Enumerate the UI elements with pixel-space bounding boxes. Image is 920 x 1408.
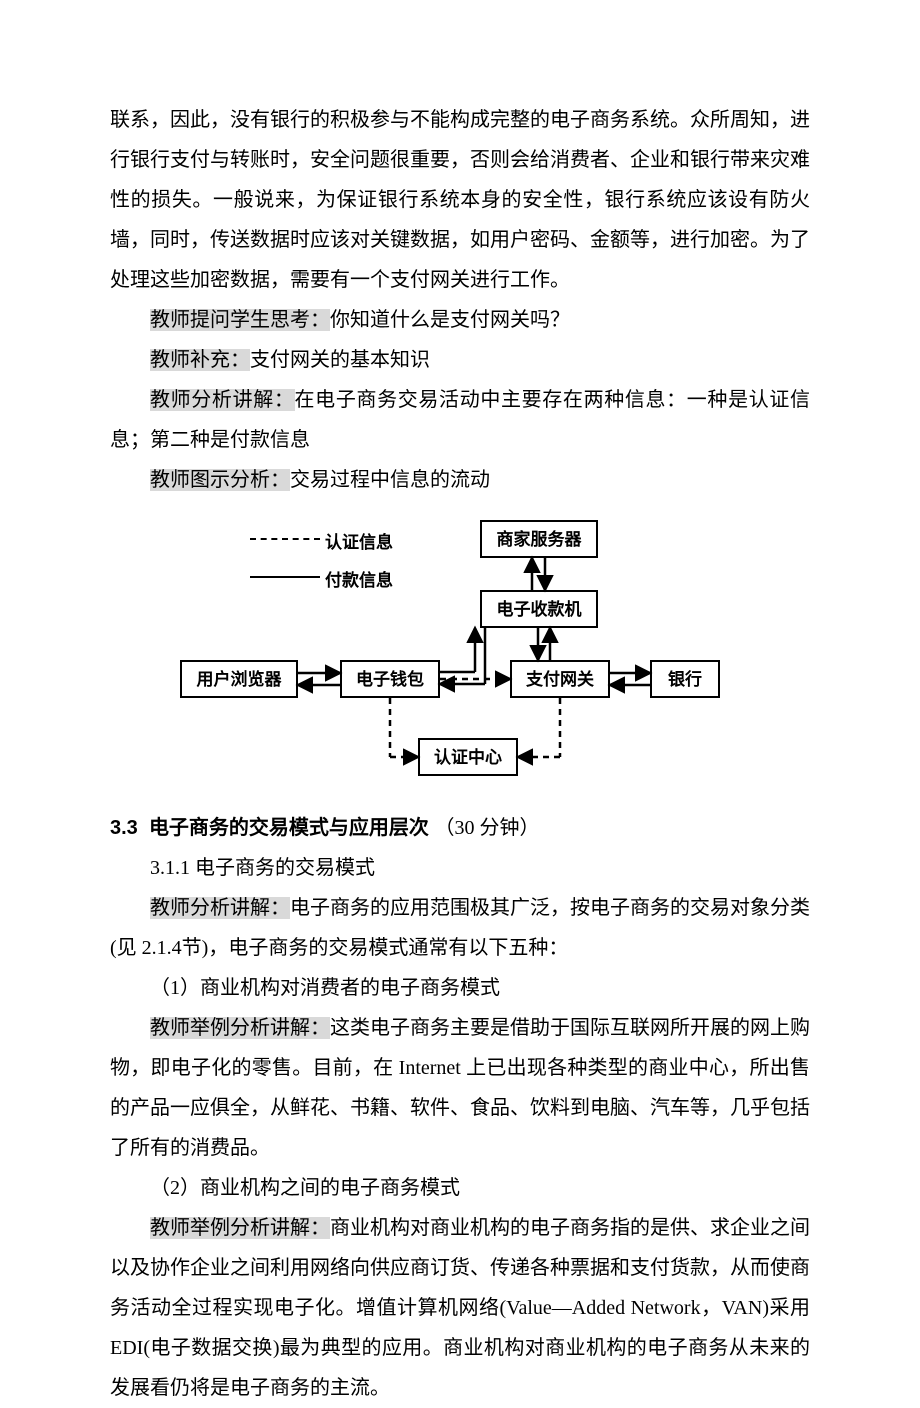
teacher-example-2: 教师举例分析讲解：商业机构对商业机构的电子商务指的是供、求企业之间以及协作企业之… xyxy=(110,1208,810,1408)
legend-auth-line xyxy=(250,538,320,540)
teacher-example-2-text: 商业机构对商业机构的电子商务指的是供、求企业之间以及协作企业之间利用网络向供应商… xyxy=(110,1217,810,1399)
teacher-diagram-text: 交易过程中信息的流动 xyxy=(290,469,490,491)
teacher-diagram-line: 教师图示分析：交易过程中信息的流动 xyxy=(110,460,810,500)
section-3-3-number: 3.3 xyxy=(110,817,138,839)
node-merchant-server: 商家服务器 xyxy=(480,520,598,558)
opening-paragraph: 联系，因此，没有银行的积极参与不能构成完整的电子商务系统。众所周知，进行银行支付… xyxy=(110,100,810,300)
list-item-2: （2）商业机构之间的电子商务模式 xyxy=(110,1168,810,1208)
node-user-browser: 用户浏览器 xyxy=(180,660,298,698)
legend-pay-line xyxy=(250,576,320,578)
section-3-3-title: 电子商务的交易模式与应用层次 xyxy=(149,817,429,839)
node-e-wallet: 电子钱包 xyxy=(340,660,440,698)
teacher-question-text: 你知道什么是支付网关吗？ xyxy=(330,309,570,331)
section-3-3-heading: 3.3 电子商务的交易模式与应用层次 （30 分钟） xyxy=(110,808,810,848)
node-pay-gateway: 支付网关 xyxy=(510,660,610,698)
teacher-supplement-text: 支付网关的基本知识 xyxy=(250,349,430,371)
teacher-analysis-2: 教师分析讲解：电子商务的应用范围极其广泛，按电子商务的交易对象分类(见 2.1.… xyxy=(110,888,810,968)
teacher-analysis-2-label: 教师分析讲解： xyxy=(150,897,290,919)
section-3-3-time: （30 分钟） xyxy=(435,817,540,839)
teacher-example-1: 教师举例分析讲解：这类电子商务主要是借助于国际互联网所开展的网上购物，即电子化的… xyxy=(110,1008,810,1168)
teacher-supplement-line: 教师补充：支付网关的基本知识 xyxy=(110,340,810,380)
teacher-analysis-line: 教师分析讲解：在电子商务交易活动中主要存在两种信息：一种是认证信息；第二种是付款… xyxy=(110,380,810,460)
teacher-example-2-label: 教师举例分析讲解： xyxy=(150,1217,330,1239)
flow-diagram: 认证信息 付款信息 商家服务器 电子收款机 用户浏览器 电子钱包 支付网关 银行… xyxy=(110,520,810,780)
teacher-example-1-label: 教师举例分析讲解： xyxy=(150,1017,330,1039)
node-bank: 银行 xyxy=(650,660,720,698)
teacher-analysis-label: 教师分析讲解： xyxy=(150,389,295,411)
teacher-question-line: 教师提问学生思考：你知道什么是支付网关吗？ xyxy=(110,300,810,340)
legend-auth-label: 认证信息 xyxy=(325,526,393,560)
teacher-question-label: 教师提问学生思考： xyxy=(150,309,330,331)
teacher-supplement-label: 教师补充： xyxy=(150,349,250,371)
subsection-3-1-1: 3.1.1 电子商务的交易模式 xyxy=(110,848,810,888)
list-item-1: （1）商业机构对消费者的电子商务模式 xyxy=(110,968,810,1008)
node-ca-center: 认证中心 xyxy=(418,738,518,776)
node-ecr: 电子收款机 xyxy=(480,590,598,628)
legend-pay-label: 付款信息 xyxy=(325,564,393,598)
teacher-diagram-label: 教师图示分析： xyxy=(150,469,290,491)
